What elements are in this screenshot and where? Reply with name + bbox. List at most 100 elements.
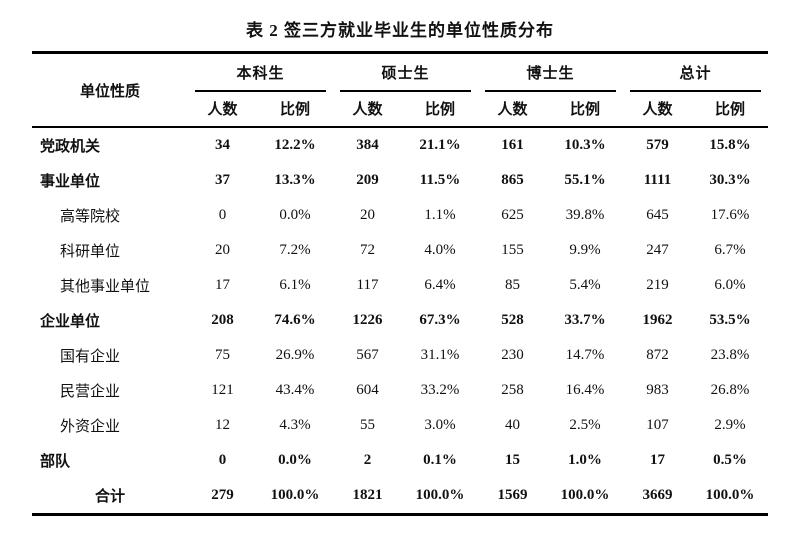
row-label: 党政机关: [39, 139, 100, 155]
cell-value: 31.1%: [420, 347, 460, 363]
cell-value: 6.0%: [714, 277, 746, 293]
cell-value: 2: [363, 452, 372, 468]
cell-value: 15: [505, 452, 520, 468]
cell-value: 33.7%: [564, 312, 606, 328]
subheader-count: 人数: [478, 92, 547, 128]
column-group-label: 本科生: [194, 62, 326, 92]
cell-value: 258: [501, 382, 524, 398]
cell-value: 865: [501, 172, 524, 188]
cell-value: 1821: [352, 487, 383, 503]
cell-value: 7.2%: [279, 242, 311, 258]
cell-value: 17: [650, 452, 666, 468]
subheader-ratio: 比例: [547, 92, 624, 128]
row-label: 其他事业单位: [59, 279, 150, 295]
cell-value: 67.3%: [419, 312, 461, 328]
cell-value: 100.0%: [270, 487, 320, 503]
cell-value: 1962: [642, 312, 673, 328]
cell-value: 2.9%: [714, 417, 746, 433]
table-row: 国有企业 75 26.9% 567 31.1% 230 14.7% 872 23.8%: [32, 338, 768, 373]
cell-value: 3.0%: [424, 417, 456, 433]
row-label: 民营企业: [59, 384, 120, 400]
cell-value: 579: [646, 137, 669, 153]
cell-value: 1111: [643, 172, 672, 188]
cell-value: 14.7%: [565, 347, 605, 363]
column-group-label: 硕士生: [339, 62, 471, 92]
subheader-ratio: 比例: [401, 92, 478, 128]
cell-value: 2.5%: [569, 417, 601, 433]
cell-value: 0.0%: [278, 452, 312, 468]
cell-value: 21.1%: [419, 137, 461, 153]
table-header: 单位性质 本科生 硕士生 博士生 总计 人数 比例 人数 比例 人数: [31, 54, 769, 128]
row-label: 高等院校: [59, 209, 120, 225]
cell-value: 645: [646, 207, 669, 223]
table-row: 科研单位 20 7.2% 72 4.0% 155 9.9% 247 6.7%: [32, 233, 768, 268]
cell-value: 0.1%: [423, 452, 457, 468]
cell-value: 0.0%: [279, 207, 311, 223]
cell-value: 30.3%: [709, 172, 751, 188]
cell-value: 33.2%: [420, 382, 460, 398]
cell-value: 117: [356, 277, 379, 293]
cell-value: 10.3%: [564, 137, 606, 153]
cell-value: 872: [646, 347, 669, 363]
column-group-master: 硕士生: [333, 54, 478, 92]
group-header-row: 单位性质 本科生 硕士生 博士生 总计: [31, 54, 768, 128]
row-label: 国有企业: [59, 349, 120, 365]
table-row: 其他事业单位 17 6.1% 117 6.4% 85 5.4% 219 6.0%: [32, 268, 768, 303]
cell-value: 155: [501, 242, 524, 258]
cell-value: 23.8%: [710, 347, 750, 363]
cell-value: 74.6%: [274, 312, 316, 328]
subheader-count: 人数: [332, 92, 402, 128]
cell-value: 983: [646, 382, 669, 398]
table-body: 党政机关 34 12.2% 384 21.1% 161 10.3% 579 15.8% 事业单位 3…: [32, 128, 768, 513]
cell-value: 100.0%: [560, 487, 610, 503]
table-row: 外资企业 12 4.3% 55 3.0% 40 2.5% 107 2.9%: [32, 408, 768, 443]
cell-value: 37: [214, 172, 230, 188]
column-group-label: 博士生: [485, 62, 617, 92]
cell-value: 16.4%: [565, 382, 605, 398]
table-title: 表 2 签三方就业毕业生的单位性质分布: [246, 21, 554, 40]
column-group-total: 总计: [623, 54, 768, 92]
cell-value: 567: [356, 347, 379, 363]
cell-value: 0.5%: [713, 452, 747, 468]
row-label: 科研单位: [59, 244, 120, 260]
cell-value: 26.8%: [710, 382, 750, 398]
cell-value: 384: [356, 137, 379, 153]
table-row: 部队 0 0.0% 2 0.1% 15 1.0% 17 0.5%: [32, 443, 768, 478]
cell-value: 230: [501, 347, 524, 363]
column-group-label: 总计: [630, 62, 762, 92]
corner-header: 单位性质: [31, 54, 188, 128]
column-group-doctoral: 博士生: [478, 54, 623, 92]
cell-value: 53.5%: [709, 312, 751, 328]
column-group-undergrad: 本科生: [188, 54, 333, 92]
table-row: 事业单位 37 13.3% 209 11.5% 865 55.1% 1111 30.3%: [32, 163, 768, 198]
table-row: 党政机关 34 12.2% 384 21.1% 161 10.3% 579 15.8%: [32, 128, 768, 163]
row-label: 企业单位: [39, 314, 100, 330]
cell-value: 6.4%: [424, 277, 456, 293]
cell-value: 72: [359, 242, 375, 258]
cell-value: 15.8%: [709, 137, 751, 153]
cell-value: 13.3%: [274, 172, 316, 188]
cell-value: 5.4%: [569, 277, 601, 293]
cell-value: 219: [646, 277, 669, 293]
subheader-count: 人数: [623, 92, 693, 128]
cell-value: 604: [356, 382, 379, 398]
cell-value: 0: [218, 452, 227, 468]
cell-value: 43.4%: [275, 382, 315, 398]
subheader-ratio: 比例: [256, 92, 333, 128]
row-label: 事业单位: [39, 174, 100, 190]
row-label: 合计: [94, 489, 125, 505]
cell-value: 247: [646, 242, 669, 258]
cell-value: 6.7%: [714, 242, 746, 258]
cell-value: 75: [214, 347, 230, 363]
cell-value: 4.0%: [424, 242, 456, 258]
table-row: 企业单位 208 74.6% 1226 67.3% 528 33.7% 1962 53.5%: [32, 303, 768, 338]
cell-value: 121: [211, 382, 234, 398]
cell-value: 20: [359, 207, 375, 223]
cell-value: 528: [501, 312, 524, 328]
cell-value: 17.6%: [710, 207, 750, 223]
cell-value: 9.9%: [569, 242, 601, 258]
cell-value: 40: [505, 417, 520, 433]
cell-value: 107: [646, 417, 669, 433]
row-label: 外资企业: [59, 419, 120, 435]
